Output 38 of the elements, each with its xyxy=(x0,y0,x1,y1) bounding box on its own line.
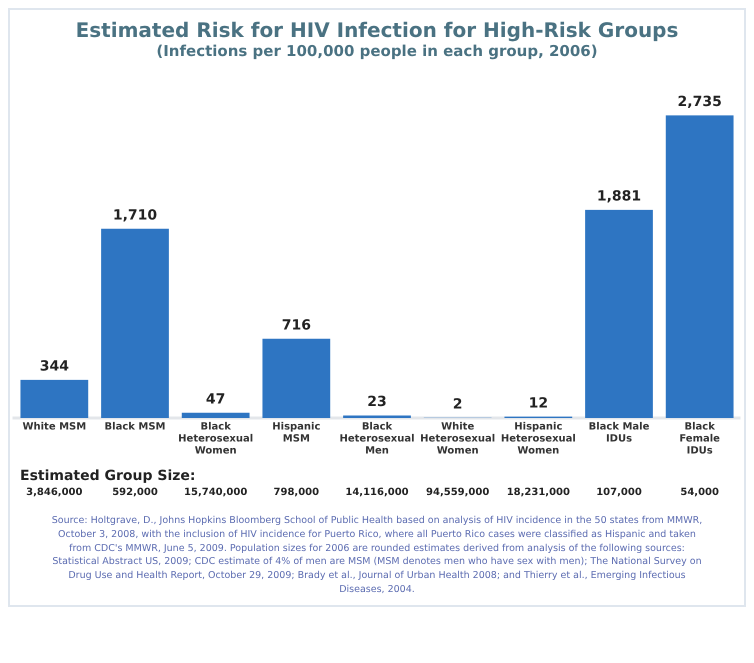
data-label: 2 xyxy=(452,396,463,412)
bar xyxy=(585,210,653,418)
chart-title: Estimated Risk for HIV Infection for High-Risk Groups xyxy=(74,18,680,42)
data-label: 344 xyxy=(40,358,70,375)
data-label: 12 xyxy=(528,395,548,412)
x-tick-label: Black MSM xyxy=(104,422,166,433)
x-tick-label: White MSM xyxy=(22,422,86,433)
source-note: Source: Holtgrave, D., Johns Hopkins Bloomberg School of Public Health based on analysis of HIV incidence in the 50 states from MMWR, October 3, 2008, with the inclusion of HIV incidence for Puerto Rico, where all Puerto Rico cases were classified as Hispanic and taken from CDC's MMWR, June 5, 2009. Population sizes for 2006 are rounded estimates derived from analysis of the following sources: Statistical Abstract US, 2009; CDC estimate of 4% of men are MSM (MSM denotes men who have sex with men); The National Survey on Drug Use and Health Report, October 29, 2009; Brady et al., Journal of Urban Health 2008; and Thierry et al., Emerging Infectious Diseases, 2004. xyxy=(50,514,704,597)
text: 15,740,000 xyxy=(184,487,248,498)
text: Estimated Group Size: xyxy=(20,468,197,484)
data-label: 2,735 xyxy=(678,94,722,110)
data-label: 1,881 xyxy=(596,188,642,204)
bar xyxy=(343,415,411,418)
x-tick-label: Black Heterosexual Men xyxy=(340,422,414,457)
x-tick-label: Hispanic Heterosexual Women xyxy=(500,422,576,457)
text: 107,000 xyxy=(596,487,642,498)
bar xyxy=(101,228,169,418)
text: 592,000 xyxy=(112,487,158,498)
text: 18,231,000 xyxy=(506,487,570,498)
data-label: 716 xyxy=(282,317,311,334)
bar xyxy=(262,338,330,418)
data-label: 1,710 xyxy=(112,207,158,224)
text: 3,846,000 xyxy=(26,487,82,498)
data-label: 23 xyxy=(367,394,387,410)
data-label: 47 xyxy=(206,391,226,408)
text: 798,000 xyxy=(274,487,320,498)
chart-subtitle: (Infections per 100,000 people in each group, 2006) xyxy=(155,42,599,60)
bar xyxy=(20,380,88,418)
text: 54,000 xyxy=(680,487,719,498)
x-tick-label: Hispanic MSM xyxy=(272,422,320,445)
x-tick-label: Black Female IDUs xyxy=(679,422,720,457)
x-tick-label: White Heterosexual Women xyxy=(420,422,496,457)
bar xyxy=(666,115,734,418)
x-tick-label: Black Heterosexual Women xyxy=(178,422,254,457)
x-tick-label: Black Male IDUs xyxy=(588,422,650,445)
text: 14,116,000 xyxy=(345,487,409,498)
text: 94,559,000 xyxy=(426,487,490,498)
bar xyxy=(182,412,250,418)
